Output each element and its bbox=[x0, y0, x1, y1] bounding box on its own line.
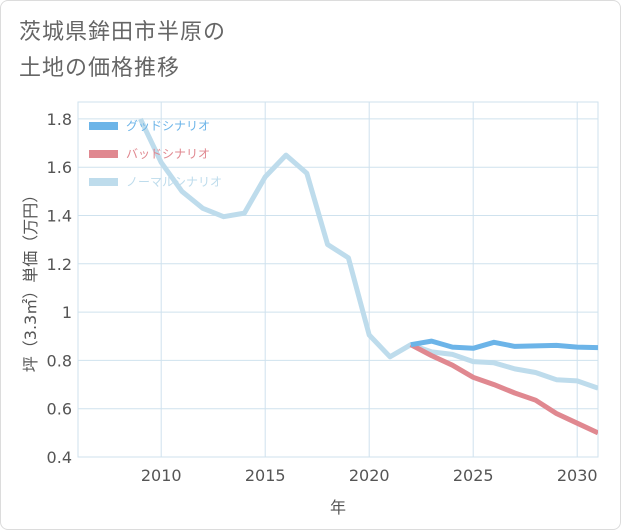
y-tick-label: 1 bbox=[62, 303, 72, 322]
y-tick-label: 0.6 bbox=[47, 400, 72, 419]
legend-item[interactable]: バッドシナリオ bbox=[89, 147, 210, 161]
y-tick-label: 0.8 bbox=[47, 351, 72, 370]
title-line-2: 土地の価格推移 bbox=[19, 56, 181, 81]
chart-title: 茨城県鉾田市半原の 土地の価格推移 bbox=[19, 15, 226, 87]
y-tick-label: 1.6 bbox=[47, 158, 72, 177]
legend-label: グッドシナリオ bbox=[126, 119, 210, 133]
y-axis-label: 坪（3.3㎡）単価（万円） bbox=[21, 187, 40, 372]
series-line-1 bbox=[409, 342, 598, 436]
x-tick-label: 2025 bbox=[453, 466, 494, 485]
x-axis-label: 年 bbox=[330, 498, 346, 517]
title-line-1: 茨城県鉾田市半原の bbox=[19, 20, 227, 45]
series-line-0 bbox=[410, 338, 598, 351]
y-tick-label: 1.8 bbox=[47, 110, 72, 129]
y-tick-label: 1.4 bbox=[47, 207, 72, 226]
legend-swatch bbox=[89, 122, 118, 130]
legend-item[interactable]: ノーマルシナリオ bbox=[89, 175, 222, 189]
x-tick-label: 2010 bbox=[141, 466, 182, 485]
legend-label: ノーマルシナリオ bbox=[126, 175, 222, 189]
y-tick-label: 1.2 bbox=[47, 255, 72, 274]
y-tick-label: 0.4 bbox=[47, 448, 72, 467]
series-line-2 bbox=[138, 117, 598, 391]
y-axis-ticks: 0.4 0.6 0.8 1 1.2 1.4 1.6 1.8 bbox=[47, 110, 72, 467]
legend-swatch bbox=[89, 178, 118, 186]
x-tick-label: 2030 bbox=[557, 466, 598, 485]
series-lines bbox=[138, 117, 598, 436]
x-tick-label: 2015 bbox=[245, 466, 286, 485]
x-axis-ticks: 2010 2015 2020 2025 2030 bbox=[141, 466, 598, 485]
grid-lines bbox=[77, 101, 599, 458]
x-tick-label: 2020 bbox=[349, 466, 390, 485]
legend-swatch bbox=[89, 150, 118, 158]
legend-item[interactable]: グッドシナリオ bbox=[89, 119, 210, 133]
legend-label: バッドシナリオ bbox=[126, 147, 210, 161]
